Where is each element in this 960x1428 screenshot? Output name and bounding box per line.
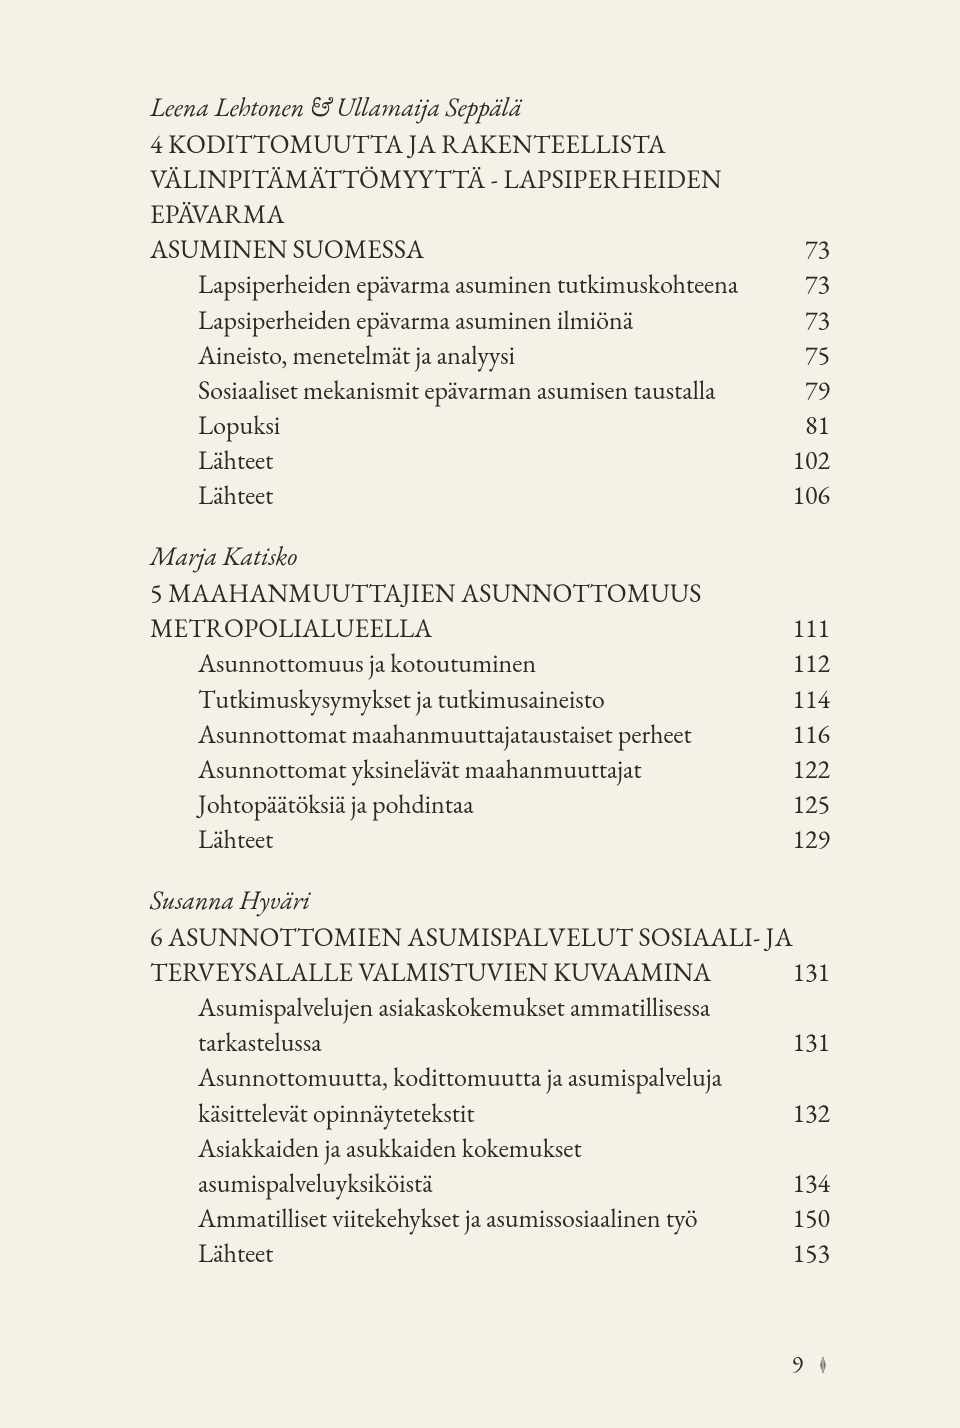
toc-entry: Asunnottomat maahanmuuttajataustaiset pe… [150,717,830,752]
toc-text: Lapsiperheiden epävarma asuminen ilmiönä [198,303,633,338]
toc-entry: käsittelevät opinnäytetekstit 132 [150,1096,830,1131]
toc-text: Lähteet [198,478,273,513]
toc-entry: Lapsiperheiden epävarma asuminen tutkimu… [150,267,830,302]
toc-page-number: 116 [791,717,830,752]
toc-text: Ammatilliset viitekehykset ja asumissosi… [198,1201,698,1236]
toc-text: Lähteet [198,443,273,478]
toc-page-number: 111 [791,611,830,646]
toc-page-number: 125 [791,787,830,822]
toc-text: Asunnottomuus ja kotoutuminen [198,646,536,681]
section-gap [150,513,830,539]
toc-page-number: 153 [791,1236,830,1271]
chapter-title-line: 4 KODITTOMUUTTA JA RAKENTEELLISTA [150,127,830,162]
toc-text: käsittelevät opinnäytetekstit [198,1096,475,1131]
toc-entry: Lähteet 102 [150,443,830,478]
toc-entry: Asunnottomuus ja kotoutuminen 112 [150,646,830,681]
chapter-title-line: 5 MAAHANMUUTTAJIEN ASUNNOTTOMUUS [150,576,830,611]
toc-page-number: 129 [791,822,830,857]
toc-page-number: 114 [791,682,830,717]
toc-entry: tarkastelussa 131 [150,1025,830,1060]
chapter-title-line: VÄLINPITÄMÄTTÖMYYTTÄ - LAPSIPERHEIDEN EP… [150,162,830,232]
toc-text: Asunnottomat maahanmuuttajataustaiset pe… [198,717,692,752]
toc-text: Lopuksi [198,408,280,443]
toc-page-number: 150 [791,1201,830,1236]
author-line: Susanna Hyväri [150,883,830,918]
toc-entry: Lopuksi 81 [150,408,830,443]
toc-page-number: 102 [791,443,830,478]
toc-text: Lähteet [198,822,273,857]
toc-entry-wrap: Asiakkaiden ja asukkaiden kokemukset [150,1131,830,1166]
toc-page-number: 81 [803,408,830,443]
toc-text: tarkastelussa [198,1025,322,1060]
toc-page-number: 79 [803,373,830,408]
toc-text: Sosiaaliset mekanismit epävarman asumise… [198,373,716,408]
page-ornament-icon [816,1351,830,1369]
toc-entry: Ammatilliset viitekehykset ja asumissosi… [150,1201,830,1236]
toc-text: ASUMINEN SUOMESSA [150,232,424,267]
toc-text: Tutkimuskysymykset ja tutkimusaineisto [198,682,605,717]
toc-entry: Lähteet 153 [150,1236,830,1271]
toc-entry-wrap: Asumispalvelujen asiakaskokemukset ammat… [150,990,830,1025]
toc-page-number: 131 [791,1025,830,1060]
chapter-title-last: ASUMINEN SUOMESSA 73 [150,232,830,267]
toc-entry: Lähteet 129 [150,822,830,857]
document-page: Leena Lehtonen & Ullamaija Seppälä 4 KOD… [0,0,960,1428]
toc-text: TERVEYSALALLE VALMISTUVIEN KUVAAMINA [150,955,711,990]
toc-text: Aineisto, menetelmät ja analyysi [198,338,515,373]
chapter-title-last: TERVEYSALALLE VALMISTUVIEN KUVAAMINA 131 [150,955,830,990]
toc-page-number: 112 [791,646,830,681]
toc-page-number: 73 [803,232,830,267]
toc-entry: Asunnottomat yksinelävät maahanmuuttajat… [150,752,830,787]
chapter-title-last: METROPOLIALUEELLA 111 [150,611,830,646]
toc-entry: Lapsiperheiden epävarma asuminen ilmiönä… [150,303,830,338]
toc-entry: asumispalveluyksiköistä 134 [150,1166,830,1201]
toc-page-number: 132 [791,1096,830,1131]
toc-page-number: 75 [803,338,830,373]
toc-text: asumispalveluyksiköistä [198,1166,433,1201]
page-number-value: 9 [792,1349,804,1380]
author-line: Leena Lehtonen & Ullamaija Seppälä [150,90,830,125]
toc-entry: Johtopäätöksiä ja pohdintaa 125 [150,787,830,822]
section-gap [150,857,830,883]
author-line: Marja Katisko [150,539,830,574]
toc-text: METROPOLIALUEELLA [150,611,432,646]
chapter-title-line: 6 ASUNNOTTOMIEN ASUMISPALVELUT SOSIAALI-… [150,920,830,955]
toc-entry: Tutkimuskysymykset ja tutkimusaineisto 1… [150,682,830,717]
toc-page-number: 73 [803,303,830,338]
toc-entry: Sosiaaliset mekanismit epävarman asumise… [150,373,830,408]
toc-entry-wrap: Asunnottomuutta, kodittomuutta ja asumis… [150,1060,830,1095]
toc-text: Lähteet [198,1236,273,1271]
toc-page-number: 122 [791,752,830,787]
toc-page-number: 134 [791,1166,830,1201]
toc-page-number: 73 [803,267,830,302]
toc-entry: Aineisto, menetelmät ja analyysi 75 [150,338,830,373]
toc-page-number: 131 [791,955,830,990]
toc-page-number: 106 [791,478,830,513]
toc-text: Asunnottomat yksinelävät maahanmuuttajat [198,752,642,787]
toc-text: Johtopäätöksiä ja pohdintaa [198,787,474,822]
toc-entry: Lähteet 106 [150,478,830,513]
toc-text: Lapsiperheiden epävarma asuminen tutkimu… [198,267,738,302]
page-number: 9 [792,1349,830,1380]
